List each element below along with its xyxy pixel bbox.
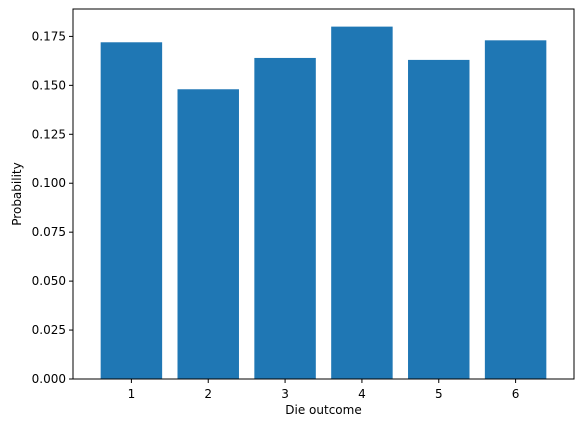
x-tick-label: 2 — [204, 387, 212, 401]
y-tick-label: 0.050 — [32, 274, 66, 288]
bar-1 — [100, 42, 163, 379]
y-tick-label: 0.075 — [32, 225, 66, 239]
x-axis-label: Die outcome — [285, 403, 361, 417]
x-tick-label: 4 — [358, 387, 366, 401]
y-tick-label: 0.025 — [32, 323, 66, 337]
bars-layer — [100, 26, 547, 379]
y-axis-label: Probability — [10, 162, 24, 225]
bar-5 — [408, 59, 470, 379]
y-tick-label: 0.125 — [32, 127, 66, 141]
bar-3 — [254, 57, 316, 379]
y-tick-label: 0.000 — [32, 372, 66, 386]
bar-4 — [331, 26, 393, 379]
x-tick-label: 1 — [128, 387, 136, 401]
x-tick-label: 5 — [435, 387, 443, 401]
x-tick-label: 6 — [512, 387, 520, 401]
x-tick-label: 3 — [281, 387, 289, 401]
y-tick-label: 0.150 — [32, 78, 66, 92]
bar-6 — [484, 40, 547, 379]
plot-frame — [72, 8, 575, 380]
y-tick-label: 0.100 — [32, 176, 66, 190]
ticks-layer: 1 2 3 4 5 6 0.000 0.025 0.050 0.075 0.100 0.125 0.15… — [32, 29, 520, 401]
bar-2 — [177, 89, 239, 379]
y-tick-label: 0.175 — [32, 29, 66, 43]
